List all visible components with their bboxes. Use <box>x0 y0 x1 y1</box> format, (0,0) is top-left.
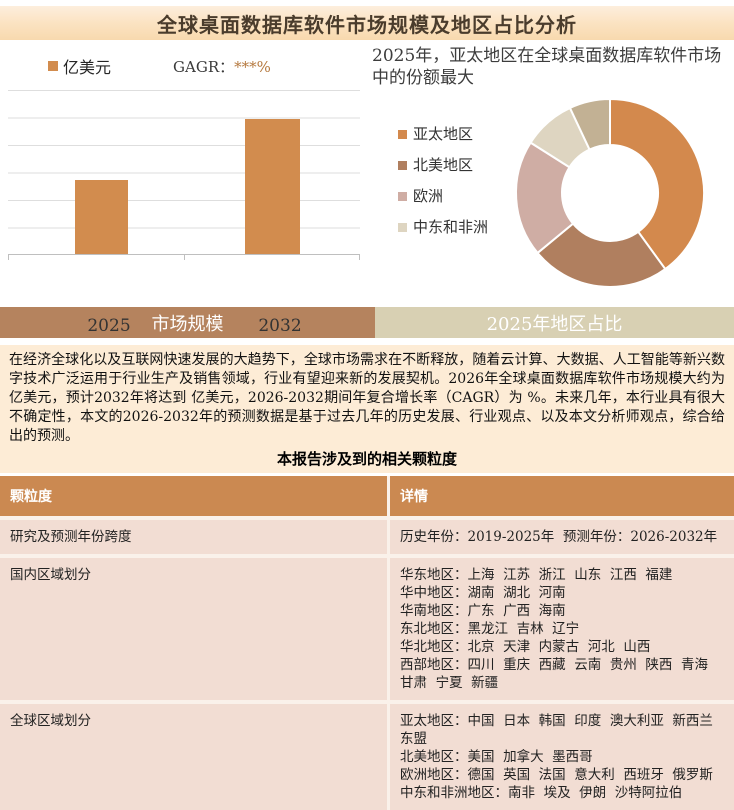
bar-chart-panel: 亿美元 GAGR：***% 2025 2032 <box>0 40 370 336</box>
detail-line: 东北地区：黑龙江 吉林 辽宁 <box>400 621 580 637</box>
table-body: 研究及预测年份跨度 历史年份：2019-2025年 预测年份：2026-2032年… <box>0 520 734 810</box>
legend-item: 北美地区 <box>398 156 490 174</box>
legend-swatch <box>398 223 407 232</box>
legend-swatch <box>398 192 407 201</box>
row-detail-cell: 亚太地区：中国 日本 韩国 印度 澳大利亚 新西兰 东盟北美地区：美国 加拿大 … <box>390 704 734 810</box>
donut-legend: 亚太地区北美地区欧洲中东和非洲 <box>398 125 490 236</box>
cagr-label: GAGR： <box>173 57 235 76</box>
detail-line: 欧洲地区：德国 英国 法国 意大利 西班牙 俄罗斯 <box>400 767 713 783</box>
table-header-granularity: 颗粒度 <box>0 476 387 516</box>
donut-segment-北美地区 <box>536 222 667 288</box>
row-detail-cell: 历史年份：2019-2025年 预测年份：2026-2032年 <box>390 520 734 554</box>
summary-block: 在经济全球化以及互联网快速发展的大趋势下，全球市场需求在不断释放，随着云计算、大… <box>0 345 734 473</box>
x-axis-tick <box>359 255 360 260</box>
x-axis-label-2025: 2025 <box>87 316 131 336</box>
table-row: 研究及预测年份跨度 历史年份：2019-2025年 预测年份：2026-2032年 <box>0 520 734 554</box>
table-row: 国内区域划分 华东地区：上海 江苏 浙江 山东 江西 福建 华中地区：湖南 湖北 河… <box>0 558 734 700</box>
row-label-cell: 全球区域划分 <box>0 704 387 810</box>
legend-swatch <box>398 161 407 170</box>
legend-swatch <box>398 130 407 139</box>
detail-line: 历史年份：2019-2025年 预测年份：2026-2032年 <box>400 529 718 545</box>
table-row: 全球区域划分 亚太地区：中国 日本 韩国 印度 澳大利亚 新西兰 东盟北美地区：美… <box>0 704 734 810</box>
detail-line: 北美地区：美国 加拿大 墨西哥 <box>400 749 593 765</box>
legend-label: 亚太地区 <box>413 125 474 143</box>
row-label-cell: 研究及预测年份跨度 <box>0 520 387 554</box>
row-label-cell: 国内区域划分 <box>0 558 387 700</box>
cagr-annotation: GAGR：***% <box>173 56 271 77</box>
legend-label: 欧洲 <box>413 187 444 205</box>
table-header-detail: 详情 <box>390 476 734 516</box>
bar-chart-plot: 2025 2032 <box>8 90 360 336</box>
detail-line: 西部地区：四川 重庆 西藏 云南 贵州 陕西 青海 甘肃 宁夏 新疆 <box>400 657 717 691</box>
donut-chart-title: 2025年，亚太地区在全球桌面数据库软件市场中的份额最大 <box>372 46 722 88</box>
table-title: 本报告涉及到的相关颗粒度 <box>276 450 457 468</box>
bar-chart-legend: 亿美元 GAGR：***% <box>48 54 271 78</box>
tab-region-share[interactable]: 2025年地区占比 <box>375 307 734 338</box>
section-tabs: 市场规模 2025年地区占比 <box>0 307 734 338</box>
charts-row: 亿美元 GAGR：***% 2025 2032 2025年，亚太地区在全球桌面数… <box>0 40 734 336</box>
detail-line: 华南地区：广东 广西 海南 <box>400 603 566 619</box>
summary-paragraph: 在经济全球化以及互联网快速发展的大趋势下，全球市场需求在不断释放，随着云计算、大… <box>9 352 725 444</box>
row-detail-cell: 华东地区：上海 江苏 浙江 山东 江西 福建 华中地区：湖南 湖北 河南 华南地区：… <box>390 558 734 700</box>
granularity-table: 颗粒度 详情 研究及预测年份跨度 历史年份：2019-2025年 预测年份：202… <box>0 476 734 810</box>
page-header: 全球桌面数据库软件市场规模及地区占比分析 <box>0 6 734 40</box>
legend-label: 北美地区 <box>413 156 474 174</box>
donut-segment-亚太地区 <box>609 97 705 271</box>
bar-2025 <box>75 180 128 254</box>
detail-line: 亚太地区：中国 日本 韩国 印度 澳大利亚 新西兰 东盟 <box>400 713 722 747</box>
table-header-row: 颗粒度 详情 <box>0 476 734 516</box>
legend-label: 中东和非洲 <box>413 218 489 236</box>
donut-chart <box>515 97 705 288</box>
legend-item: 欧洲 <box>398 187 490 205</box>
legend-item: 亚太地区 <box>398 125 490 143</box>
page-title: 全球桌面数据库软件市场规模及地区占比分析 <box>157 12 577 37</box>
donut-chart-panel: 2025年，亚太地区在全球桌面数据库软件市场中的份额最大 亚太地区北美地区欧洲中… <box>370 40 734 305</box>
x-axis-tick <box>184 255 185 260</box>
bar-legend-swatch <box>48 61 58 71</box>
bar-legend-label: 亿美元 <box>63 58 112 77</box>
detail-line: 中东和非洲地区：南非 埃及 伊朗 沙特阿拉伯 <box>400 785 683 801</box>
detail-line: 华东地区：上海 江苏 浙江 山东 江西 福建 <box>400 567 673 583</box>
x-axis-tick <box>8 255 9 260</box>
donut-segment-5 <box>568 97 611 151</box>
tab-market-size[interactable]: 市场规模 <box>0 307 375 338</box>
x-axis-label-2032: 2032 <box>258 316 302 336</box>
cagr-value-masked: ***% <box>234 57 271 76</box>
detail-line: 华北地区：北京 天津 内蒙古 河北 山西 <box>400 639 651 655</box>
detail-line: 华中地区：湖南 湖北 河南 <box>400 585 566 601</box>
legend-item: 中东和非洲 <box>398 218 490 236</box>
bar-2032 <box>245 119 300 254</box>
